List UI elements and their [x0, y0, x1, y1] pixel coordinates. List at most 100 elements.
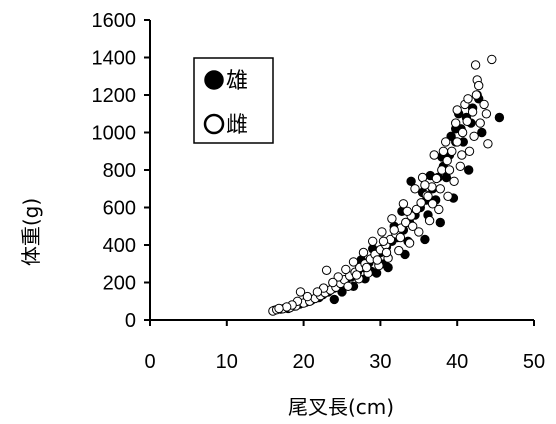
female-data-point [447, 146, 457, 157]
female-data-point [463, 94, 473, 104]
y-tick-label: 800 [103, 160, 136, 182]
male-data-point [435, 217, 445, 228]
female-data-point [368, 236, 378, 247]
female-data-point [341, 264, 351, 275]
female-data-point [437, 165, 447, 175]
female-data-point [434, 204, 444, 215]
female-data-point [394, 245, 404, 256]
female-data-point [452, 105, 462, 115]
legend: 雄 雌 [193, 57, 274, 144]
female-data-point [282, 302, 292, 312]
male-data-point [420, 234, 430, 245]
x-ticks: 0 10 20 30 40 50 [144, 320, 545, 373]
female-data-point [402, 206, 412, 217]
female-data-point [444, 165, 455, 175]
male-data-point [477, 127, 487, 138]
female-data-point [312, 287, 323, 297]
female-data-point [451, 118, 461, 128]
female-data-point [470, 60, 481, 70]
series-female [268, 54, 497, 316]
female-data-point [295, 287, 306, 297]
female-data-point [389, 225, 399, 235]
female-data-point [404, 238, 415, 248]
male-data-point [329, 294, 339, 305]
y-tick-label: 600 [103, 198, 136, 220]
female-data-point [464, 146, 475, 157]
y-tick-label: 400 [103, 235, 136, 257]
x-tick-label: 20 [292, 351, 314, 373]
y-tick-label: 1600 [92, 10, 137, 32]
female-data-point [479, 99, 489, 110]
male-data-point [446, 131, 456, 142]
female-data-point [429, 150, 439, 160]
female-data-point [469, 131, 479, 142]
female-data-point [408, 221, 418, 232]
x-tick-label: 40 [446, 351, 468, 373]
y-tick-label: 1400 [92, 48, 137, 70]
female-data-point [424, 215, 435, 226]
female-data-point [381, 247, 392, 258]
female-data-point [435, 184, 445, 194]
legend-label-male: 雄 [226, 69, 248, 94]
female-data-point [443, 191, 453, 202]
female-data-point [483, 139, 493, 149]
x-tick-label: 30 [369, 351, 391, 373]
male-data-point [406, 176, 416, 187]
female-data-point [351, 270, 362, 280]
female-data-point [441, 137, 451, 147]
female-data-point [457, 127, 468, 138]
male-data-point [464, 165, 474, 175]
female-data-point [462, 116, 472, 127]
female-data-point [438, 146, 449, 157]
female-data-point [471, 90, 482, 100]
female-data-point [487, 54, 497, 65]
y-tick-label: 1000 [92, 123, 137, 145]
female-data-point [302, 291, 313, 302]
female-data-point [343, 281, 353, 291]
x-tick-label: 10 [216, 351, 238, 373]
female-data-point [348, 257, 359, 267]
female-data-point [274, 303, 284, 314]
y-tick-label: 200 [103, 273, 136, 295]
female-data-point [321, 265, 332, 275]
female-data-point [481, 109, 492, 119]
female-data-point [358, 247, 369, 258]
female-data-point [423, 191, 433, 202]
female-data-point [387, 214, 397, 224]
female-data-point [442, 155, 452, 166]
female-data-point [455, 161, 465, 172]
x-tick-label: 50 [523, 351, 545, 373]
female-data-point [401, 217, 411, 228]
female-data-point [361, 262, 372, 273]
female-data-point [474, 80, 484, 91]
female-data-point [395, 232, 406, 243]
x-axis-title: 尾叉長(cm) [288, 395, 394, 419]
legend-marker-female [203, 113, 225, 135]
data-points [268, 54, 505, 316]
female-data-point [398, 199, 409, 209]
female-data-point [457, 150, 467, 160]
female-data-point [377, 227, 387, 237]
female-data-point [452, 137, 462, 147]
female-data-point [411, 204, 422, 215]
male-data-point [494, 112, 505, 123]
y-tick-label: 1200 [92, 85, 137, 107]
female-data-point [328, 277, 338, 288]
female-data-point [420, 180, 430, 190]
female-data-point [475, 118, 485, 128]
female-data-point [378, 236, 389, 247]
legend-marker-male [204, 70, 224, 90]
y-ticks: 0 200 400 600 800 1000 1200 1400 1600 [92, 10, 150, 332]
female-data-point [410, 184, 420, 194]
female-data-point [467, 107, 478, 117]
female-data-point [414, 227, 424, 237]
x-tick-label: 0 [144, 351, 155, 373]
female-data-point [449, 176, 459, 187]
female-data-point [333, 272, 343, 282]
female-data-point [416, 198, 426, 208]
female-data-point [427, 199, 438, 209]
y-axis-title: 体重(g) [19, 198, 43, 266]
female-data-point [431, 173, 442, 184]
y-tick-label: 0 [125, 310, 136, 332]
